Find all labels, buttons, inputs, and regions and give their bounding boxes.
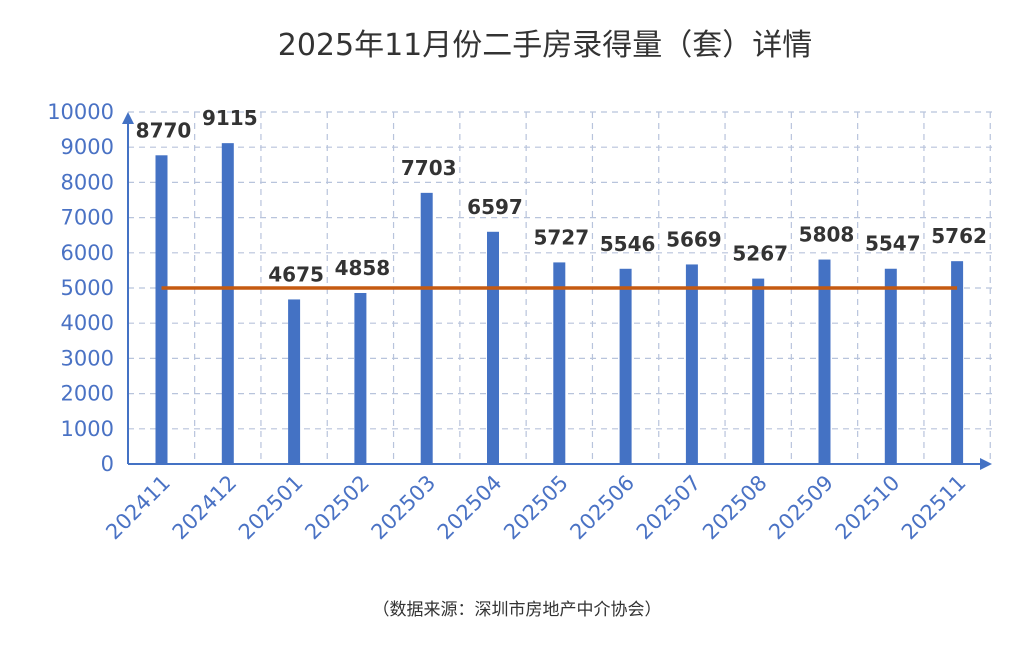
data-label: 6597 bbox=[467, 195, 523, 219]
x-tick-label: 202506 bbox=[565, 471, 639, 545]
x-tick-label: 202412 bbox=[168, 471, 242, 545]
bar bbox=[818, 259, 831, 464]
x-axis-ticks: 2024112024122025012025022025032025042025… bbox=[101, 471, 970, 545]
x-tick-label: 202511 bbox=[897, 471, 971, 545]
y-tick-label: 3000 bbox=[61, 346, 114, 370]
x-tick-label: 202508 bbox=[698, 471, 772, 545]
data-label: 5808 bbox=[799, 223, 855, 247]
x-tick-label: 202505 bbox=[499, 471, 573, 545]
bar bbox=[619, 268, 632, 464]
y-tick-label: 5000 bbox=[61, 276, 114, 300]
bar bbox=[221, 143, 234, 465]
y-axis-ticks: 0 1000 2000 3000 4000 5000 6000 7000 8000 9000 100… bbox=[47, 100, 114, 476]
data-label: 7703 bbox=[401, 156, 457, 180]
data-labels: 8770 9115 4675 4858 7703 6597 5727 5546 5669 5267… bbox=[136, 106, 987, 286]
data-label: 4675 bbox=[268, 262, 324, 286]
axes bbox=[122, 112, 992, 470]
data-label: 5727 bbox=[533, 225, 589, 249]
y-tick-label: 9000 bbox=[61, 135, 114, 159]
y-tick-label: 1000 bbox=[61, 417, 114, 441]
data-label: 4858 bbox=[335, 256, 391, 280]
data-source-note: （数据来源：深圳市房地产中介协会） bbox=[373, 600, 662, 620]
bar bbox=[354, 292, 367, 464]
y-tick-label: 0 bbox=[101, 452, 114, 476]
x-axis-arrow bbox=[980, 458, 992, 470]
x-tick-label: 202503 bbox=[367, 471, 441, 545]
x-tick-label: 202504 bbox=[433, 471, 507, 545]
bar bbox=[752, 278, 765, 464]
bar bbox=[685, 264, 698, 464]
y-tick-label: 10000 bbox=[47, 100, 114, 124]
data-label: 5546 bbox=[600, 232, 656, 256]
bar bbox=[288, 299, 301, 464]
y-tick-label: 6000 bbox=[61, 241, 114, 265]
bar bbox=[420, 192, 433, 464]
data-label: 8770 bbox=[136, 118, 192, 142]
bar bbox=[487, 231, 499, 464]
x-tick-label: 202501 bbox=[234, 471, 308, 545]
x-tick-label: 202510 bbox=[831, 471, 905, 545]
y-tick-label: 4000 bbox=[61, 311, 114, 335]
data-label: 5547 bbox=[865, 232, 921, 256]
data-label: 9115 bbox=[202, 106, 258, 130]
x-tick-label: 202411 bbox=[101, 471, 175, 545]
data-label: 5267 bbox=[732, 242, 788, 266]
x-tick-label: 202509 bbox=[764, 471, 838, 545]
data-label: 5669 bbox=[666, 227, 722, 251]
bar bbox=[884, 268, 897, 464]
chart-title: 2025年11月份二手房录得量（套）详情 bbox=[278, 28, 813, 63]
bar bbox=[553, 262, 566, 464]
y-tick-label: 7000 bbox=[61, 206, 114, 230]
data-label: 5762 bbox=[931, 224, 987, 248]
bar bbox=[155, 155, 168, 464]
x-tick-label: 202502 bbox=[300, 471, 374, 545]
bar bbox=[951, 261, 964, 464]
x-tick-label: 202507 bbox=[632, 471, 706, 545]
y-axis-arrow bbox=[122, 112, 134, 124]
y-tick-label: 2000 bbox=[61, 382, 114, 406]
y-tick-label: 8000 bbox=[61, 170, 114, 194]
bars bbox=[155, 143, 964, 465]
